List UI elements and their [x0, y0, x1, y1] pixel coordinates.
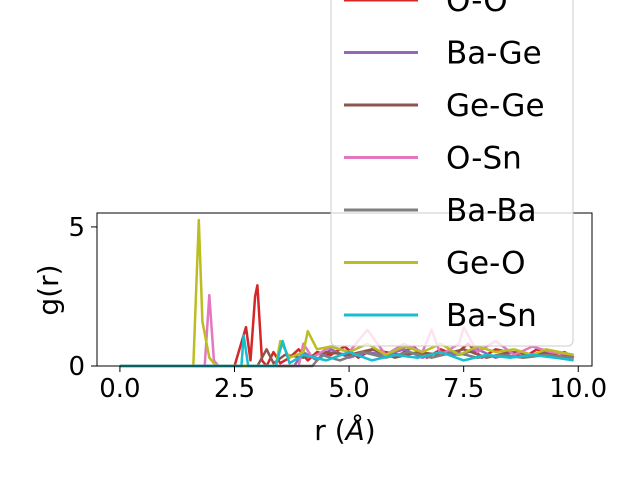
y-tick-label: 0: [68, 352, 85, 382]
x-axis-ticks: 0.0 2.5 5.0 7.5 10.0: [99, 366, 607, 404]
y-axis-label: g(r): [32, 264, 65, 315]
legend-label: O-Sn: [446, 141, 522, 177]
legend-label: Ba-Ba: [446, 193, 537, 229]
legend-label: O-O: [446, 0, 508, 19]
legend-label: Ba-Ge: [446, 36, 542, 72]
x-axis-label: r (Å): [314, 413, 375, 447]
x-tick-label: 10.0: [549, 374, 607, 404]
y-tick-label: 5: [68, 213, 85, 243]
legend: O-O Ba-Ge Ge-Ge O-Sn Ba-Ba Ge-O Ba-Sn: [330, 0, 574, 347]
x-tick-label: 0.0: [99, 374, 140, 404]
legend-label: Ge-Ge: [446, 88, 545, 124]
x-tick-label: 5.0: [328, 374, 369, 404]
x-tick-label: 7.5: [443, 374, 484, 404]
legend-frame: [330, 0, 574, 347]
legend-label: Ba-Sn: [446, 298, 537, 334]
legend-label: Ge-O: [446, 246, 526, 282]
y-axis-ticks: 05: [68, 213, 97, 382]
x-tick-label: 2.5: [214, 374, 255, 404]
